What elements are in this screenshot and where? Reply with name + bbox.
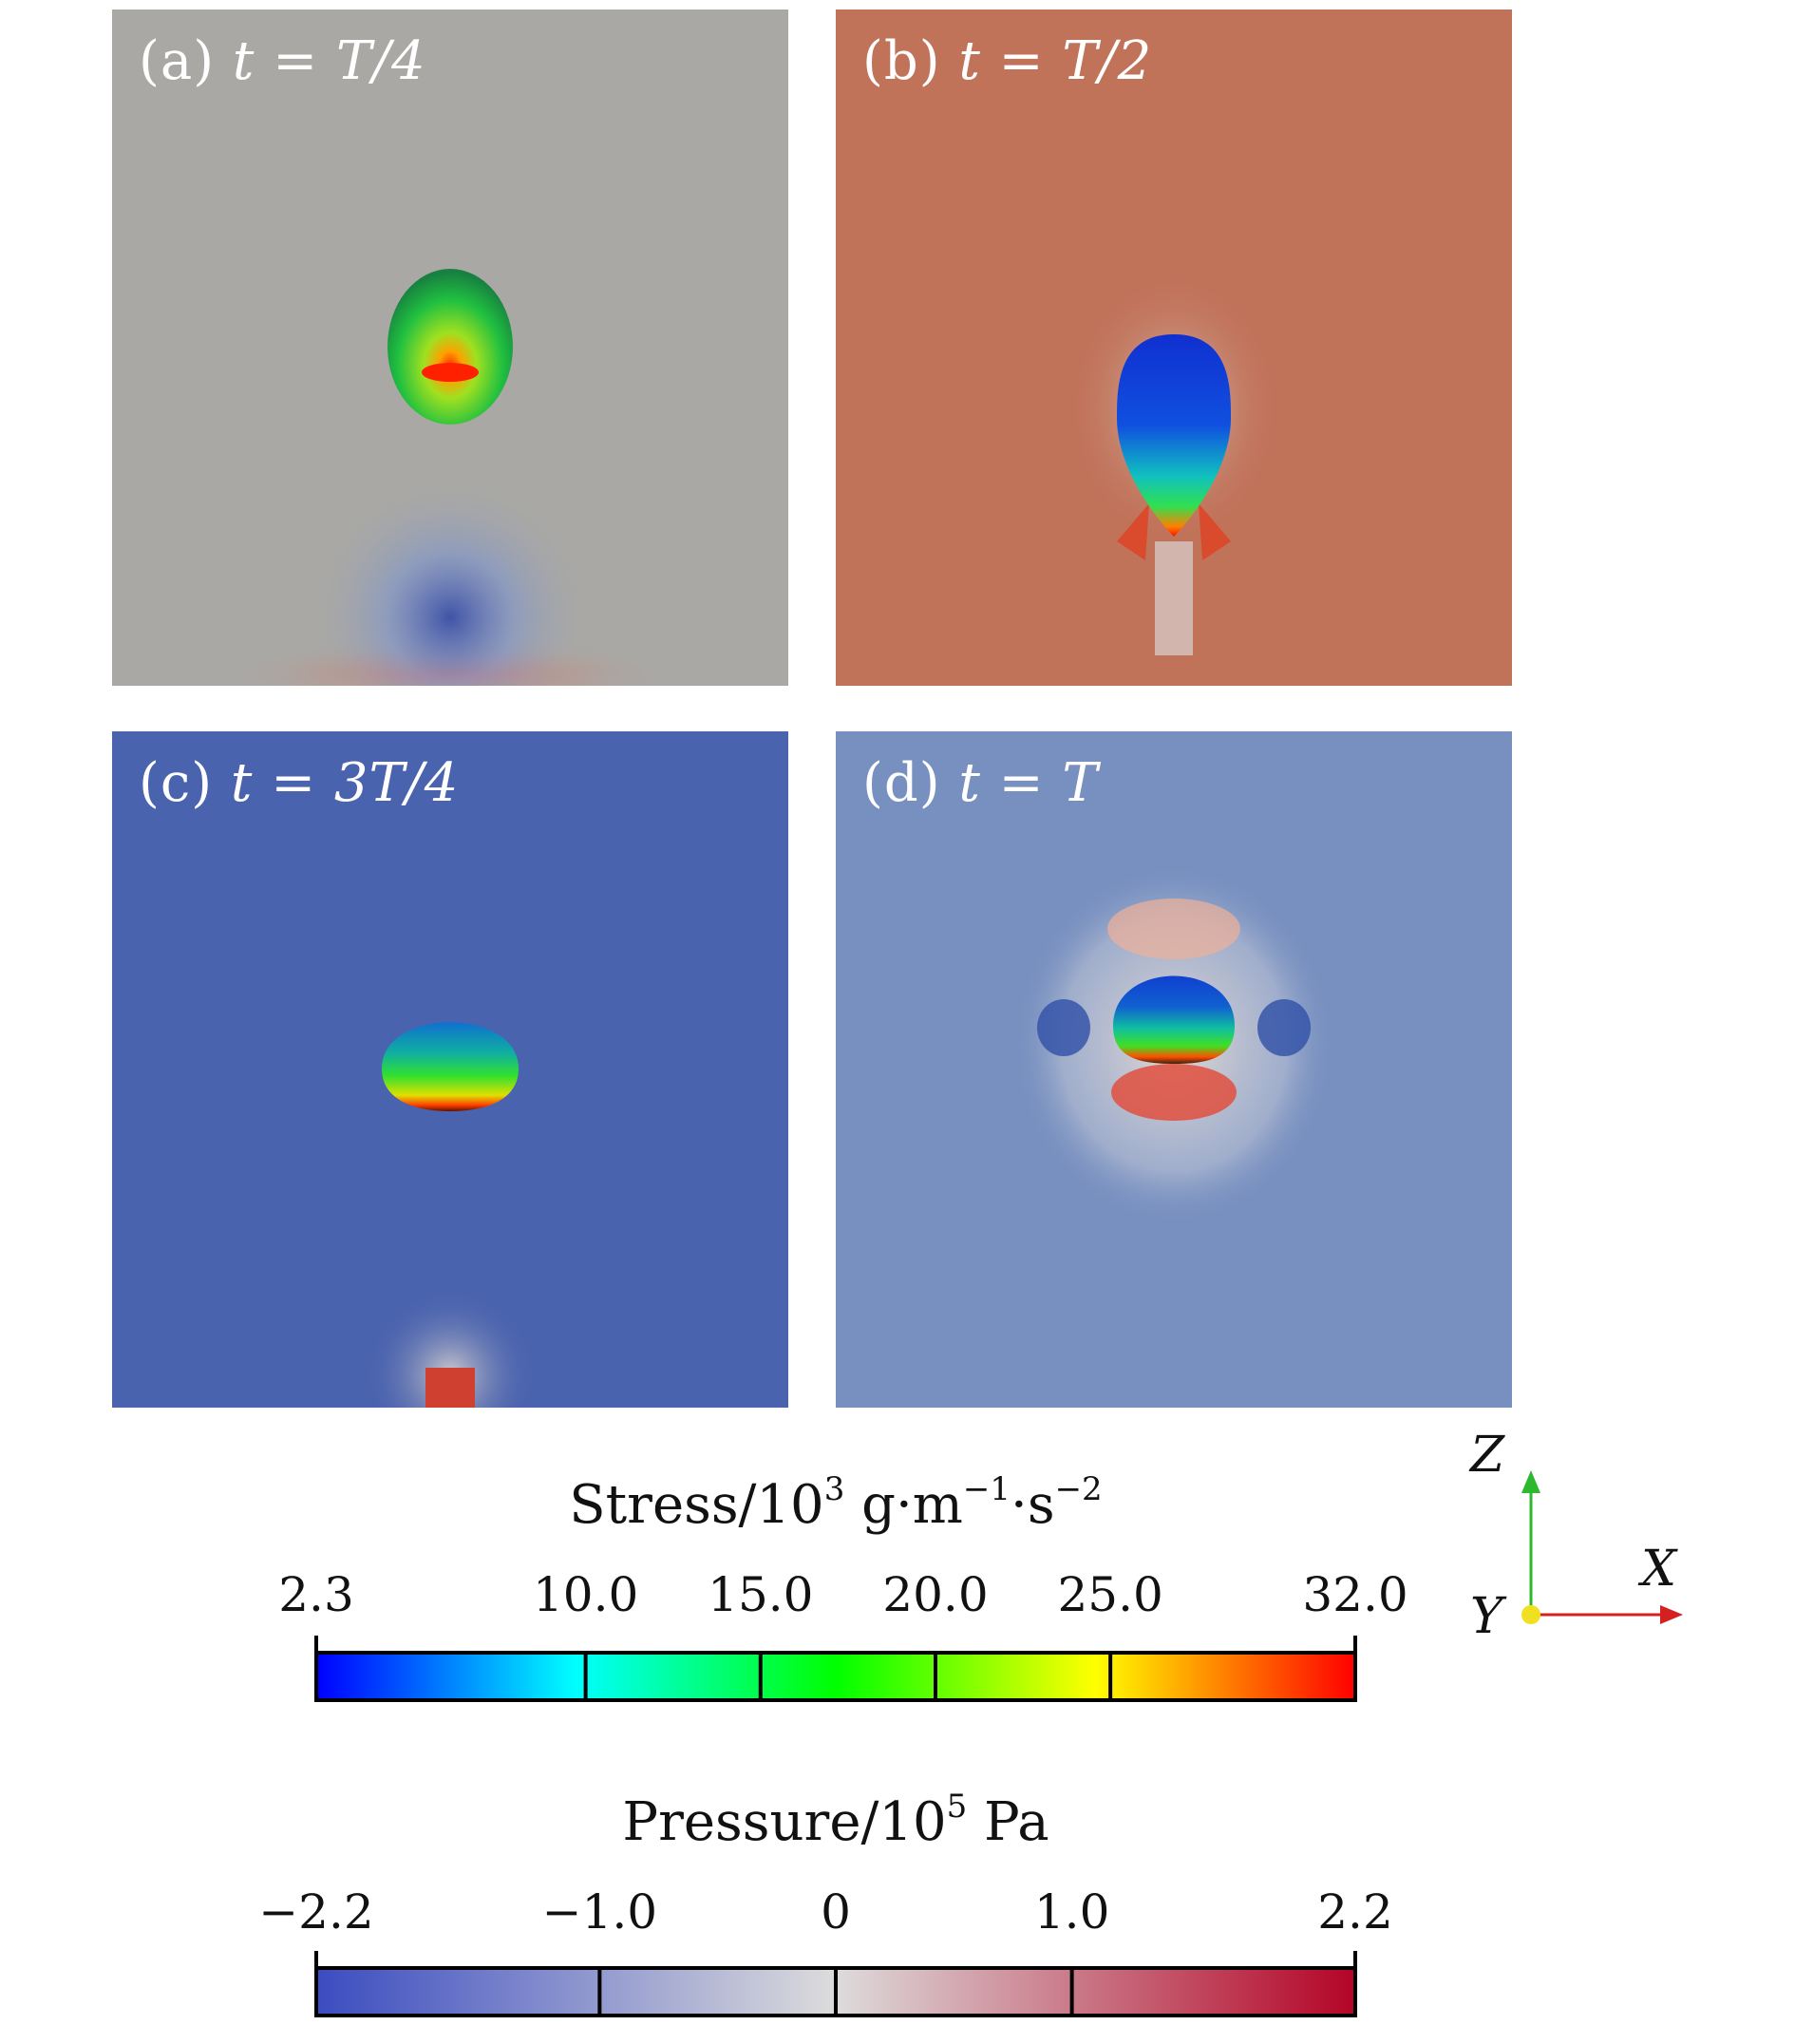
pressure-tick-label: −2.2 <box>258 1884 374 1940</box>
panel-b: (b) t = T/2 <box>836 9 1512 686</box>
stress-tick-label: 10.0 <box>532 1567 639 1622</box>
stress-colorbar-title: Stress/103 g·m−1·s−2 <box>569 1470 1103 1536</box>
panel-b-label: (b) t = T/2 <box>862 30 1153 92</box>
panel-c: (c) t = 3T/4 <box>112 731 788 1408</box>
panel-d: (d) t = T <box>836 731 1512 1408</box>
stress-tick-label: 15.0 <box>708 1567 814 1622</box>
stress-tick-label: 25.0 <box>1057 1567 1163 1622</box>
pressure-colorbar-title: Pressure/105 Pa <box>622 1788 1049 1853</box>
pressure-colorbar <box>314 1951 1357 2017</box>
axis-label-z: Z <box>1470 1427 1505 1484</box>
droplet-b <box>1117 334 1231 537</box>
pressure-tick-label: 1.0 <box>1033 1884 1110 1940</box>
stress-colorbar <box>314 1636 1357 1702</box>
pressure-tick-label: −1.0 <box>541 1884 658 1940</box>
panel-c-label: (c) t = 3T/4 <box>139 752 460 814</box>
droplet-c <box>382 1022 519 1111</box>
droplet-d <box>1113 975 1235 1064</box>
stress-tick-label: 20.0 <box>882 1567 989 1622</box>
pressure-tick-label: 0 <box>821 1884 851 1940</box>
stress-tick-label: 32.0 <box>1302 1567 1408 1622</box>
panel-a-label: (a) t = T/4 <box>139 30 426 92</box>
panel-d-field <box>836 731 1512 1408</box>
panel-b-field <box>836 9 1512 686</box>
panel-a: (a) t = T/4 <box>112 9 788 686</box>
panel-d-label: (d) t = T <box>862 752 1099 814</box>
axes-triad <box>1521 1470 1683 1624</box>
droplet-a <box>387 269 513 425</box>
x-axis-arrow-icon <box>1660 1605 1683 1624</box>
z-axis-arrow-icon <box>1521 1470 1540 1493</box>
stress-tick-label: 2.3 <box>278 1567 354 1622</box>
panel-c-field <box>112 731 788 1408</box>
axis-label-x: X <box>1641 1541 1677 1598</box>
pressure-tick-label: 2.2 <box>1317 1884 1393 1940</box>
y-axis-dot-icon <box>1521 1605 1540 1624</box>
panel-a-field <box>112 9 788 686</box>
axis-label-y: Y <box>1470 1588 1503 1645</box>
